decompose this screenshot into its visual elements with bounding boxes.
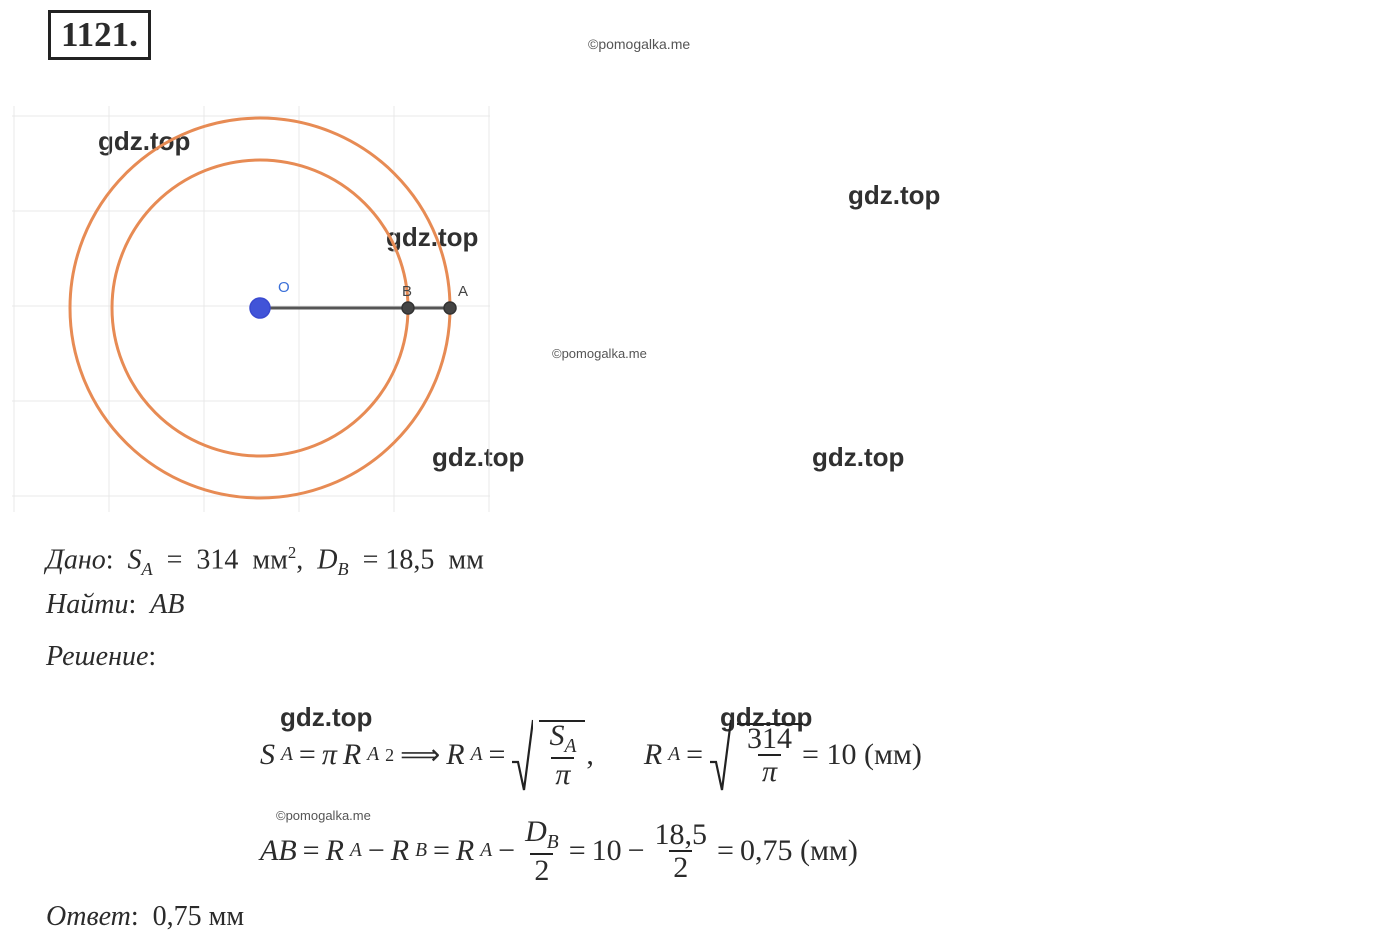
r2-frac2-den: 2	[669, 850, 692, 884]
r1-vinc1	[539, 720, 585, 722]
r2-Ra-sub: A	[350, 840, 362, 862]
given-label: Дано	[46, 544, 106, 575]
r1-comma: ,	[586, 738, 594, 772]
r1-R: R	[343, 738, 361, 772]
r1-frac1-den: π	[551, 757, 574, 791]
r2-eq4: =	[717, 834, 734, 868]
answer-line: Ответ: 0,75 мм	[46, 898, 244, 936]
figure-svg: OBA	[12, 106, 490, 512]
svg-text:O: O	[278, 279, 290, 296]
r1-eq2: =	[489, 738, 506, 772]
r1-frac1: SA π	[545, 720, 580, 791]
r2-frac1: DB 2	[521, 816, 563, 887]
r2-Rb-sub: B	[415, 840, 427, 862]
answer-label: Ответ	[46, 901, 131, 932]
given-Sa-sym: S	[128, 544, 142, 575]
given-Db-unit: мм	[448, 544, 483, 575]
given-Db-sub: B	[337, 559, 348, 579]
r2-Ra2-sub: A	[480, 840, 492, 862]
given-Db-value: 18,5	[385, 544, 434, 575]
r1-frac2: 314 π	[743, 723, 796, 788]
solution-label-line: Решение:	[46, 638, 156, 676]
find-what: AB	[150, 589, 184, 620]
r2-frac2-num: 18,5	[651, 819, 712, 851]
answer-value: 0,75 мм	[153, 901, 244, 932]
given-Db-sym: D	[317, 544, 337, 575]
r2-10: 10	[592, 834, 622, 868]
given-line: Дано: SA = 314 мм2, DB = 18,5 мм	[46, 534, 484, 588]
r1-sqrt2: 314 π	[709, 718, 796, 792]
figure-concentric-circles: OBA	[12, 106, 490, 512]
r2-eq1: =	[303, 834, 320, 868]
r1-Sa: S	[260, 738, 275, 772]
r1-eq3: =	[686, 738, 703, 772]
page-root: 1121. ©pomogalka.me gdz.top gdz.top gdz.…	[0, 0, 1400, 941]
r1-Ra2-sub: A	[471, 744, 483, 766]
r1-frac1-num-sub: A	[564, 736, 576, 757]
r2-minus1: −	[368, 834, 385, 868]
r2-eq3: =	[569, 834, 586, 868]
r2-minus3: −	[628, 834, 645, 868]
svg-text:A: A	[458, 283, 468, 300]
radical-icon	[511, 718, 533, 792]
radical-icon	[709, 718, 731, 792]
r1-Ra3: R	[644, 738, 662, 772]
given-Sa-sub: A	[142, 559, 153, 579]
r2-AB: AB	[260, 834, 297, 868]
given-Sa-value: 314	[196, 544, 238, 575]
r1-result: = 10 (мм)	[802, 738, 922, 772]
problem-number: 1121.	[48, 10, 151, 60]
r2-Ra2: R	[456, 834, 474, 868]
r2-frac1-den: 2	[530, 853, 553, 887]
solution-row-1: SA = πRA2 ⟹ RA = SA π , RA	[260, 718, 922, 792]
r2-minus2: −	[498, 834, 515, 868]
r1-R-sq: 2	[385, 745, 394, 766]
r1-frac2-den: π	[758, 754, 781, 788]
svg-text:B: B	[402, 283, 412, 300]
r1-arrow: ⟹	[400, 738, 440, 772]
watermark-3: gdz.top	[848, 180, 940, 211]
copyright-mid: ©pomogalka.me	[552, 346, 647, 361]
given-Sa-unit: мм	[252, 544, 287, 575]
watermark-5: gdz.top	[812, 442, 904, 473]
r1-sqrt1: SA π	[511, 718, 580, 792]
r2-frac1-num-sub: B	[547, 832, 559, 853]
solution-label: Решение	[46, 641, 148, 672]
r1-pi: π	[322, 738, 337, 772]
r1-frac1-num: S	[549, 719, 564, 752]
r2-frac1-num: D	[525, 815, 547, 848]
r2-result: 0,75 (мм)	[740, 834, 858, 868]
find-label: Найти	[46, 589, 128, 620]
r1-Sa-sub: A	[281, 744, 293, 766]
r1-frac2-num: 314	[743, 723, 796, 755]
r1-vinc2	[737, 723, 803, 725]
given-Sa-unit-pow: 2	[288, 543, 296, 562]
solution-row-2: AB = RA − RB = RA − DB 2 = 10 − 18,5 2 =…	[260, 816, 858, 887]
r2-eq2: =	[433, 834, 450, 868]
r1-radicand2: 314 π	[737, 723, 796, 788]
r1-Ra2: R	[446, 738, 464, 772]
r2-frac2: 18,5 2	[651, 819, 712, 884]
find-line: Найти: AB	[46, 586, 184, 624]
r2-Ra: R	[326, 834, 344, 868]
r1-radicand1: SA π	[539, 720, 580, 791]
r1-eq1: =	[299, 738, 316, 772]
r1-R-subA: A	[367, 744, 379, 766]
r1-Ra3-sub: A	[668, 744, 680, 766]
copyright-top: ©pomogalka.me	[588, 36, 690, 52]
r2-Rb: R	[391, 834, 409, 868]
